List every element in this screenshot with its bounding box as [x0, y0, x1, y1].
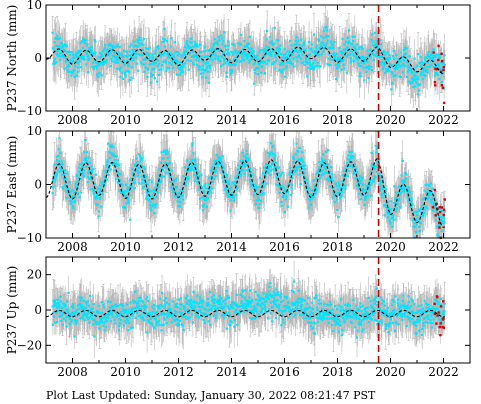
xtick-label-east: 2016 [269, 240, 300, 254]
outliers-north [432, 44, 446, 105]
ylabel-north: P237 North (mm) [5, 5, 19, 112]
xtick-label-up: 2010 [110, 365, 141, 379]
plot-updated-footer: Plot Last Updated: Sunday, January 30, 2… [46, 389, 376, 402]
ytick-label-north: −10 [17, 104, 42, 118]
ytick-label-east: 10 [27, 124, 42, 138]
observations-up [51, 280, 446, 339]
panel-up: 20 0 −20 2008 2010 2012 2014 2016 2018 2020 2022 P2… [5, 256, 471, 379]
xtick-label-north: 2014 [216, 113, 247, 127]
xtick-label-north: 2012 [163, 113, 194, 127]
model-line-north [46, 46, 445, 75]
model-line-east [45, 158, 445, 228]
xtick-label-north: 2008 [57, 113, 88, 127]
xtick-label-up: 2016 [269, 365, 300, 379]
ytick-label-up: 0 [34, 303, 42, 317]
outliers-up [433, 295, 445, 337]
ylabel-up: P237 Up (mm) [5, 266, 19, 355]
xtick-label-north: 2018 [322, 113, 353, 127]
xtick-label-north: 2016 [269, 113, 300, 127]
model-line-up [46, 309, 445, 318]
xtick-label-up: 2014 [216, 365, 247, 379]
xtick-label-up: 2008 [57, 365, 88, 379]
xtick-label-east: 2012 [163, 240, 194, 254]
ytick-label-north: 0 [34, 51, 42, 65]
ytick-label-north: 10 [27, 0, 42, 12]
ytick-label-east: 0 [34, 178, 42, 192]
xtick-label-east: 2014 [216, 240, 247, 254]
ytick-label-east: −10 [17, 231, 42, 245]
xtick-label-up: 2022 [428, 365, 459, 379]
xtick-label-east: 2008 [57, 240, 88, 254]
xtick-label-up: 2012 [163, 365, 194, 379]
xtick-label-up: 2018 [322, 365, 353, 379]
ytick-label-up: −20 [17, 338, 42, 352]
xtick-label-north: 2020 [375, 113, 406, 127]
xtick-label-north: 2022 [428, 113, 459, 127]
ylabel-east: P237 East (mm) [5, 136, 19, 234]
xtick-label-up: 2020 [375, 365, 406, 379]
panel-east: 10 0 −10 2008 2010 2012 2014 2016 2018 2020 2022 P2… [5, 124, 471, 254]
xtick-label-east: 2020 [375, 240, 406, 254]
panel-north: 10 0 −10 2008 2010 2012 2014 2016 2018 2020 2022 P2… [5, 0, 471, 127]
xtick-label-north: 2010 [110, 113, 141, 127]
ytick-label-up: 20 [27, 268, 42, 282]
xtick-label-east: 2018 [322, 240, 353, 254]
xtick-label-east: 2010 [110, 240, 141, 254]
xtick-label-east: 2022 [428, 240, 459, 254]
